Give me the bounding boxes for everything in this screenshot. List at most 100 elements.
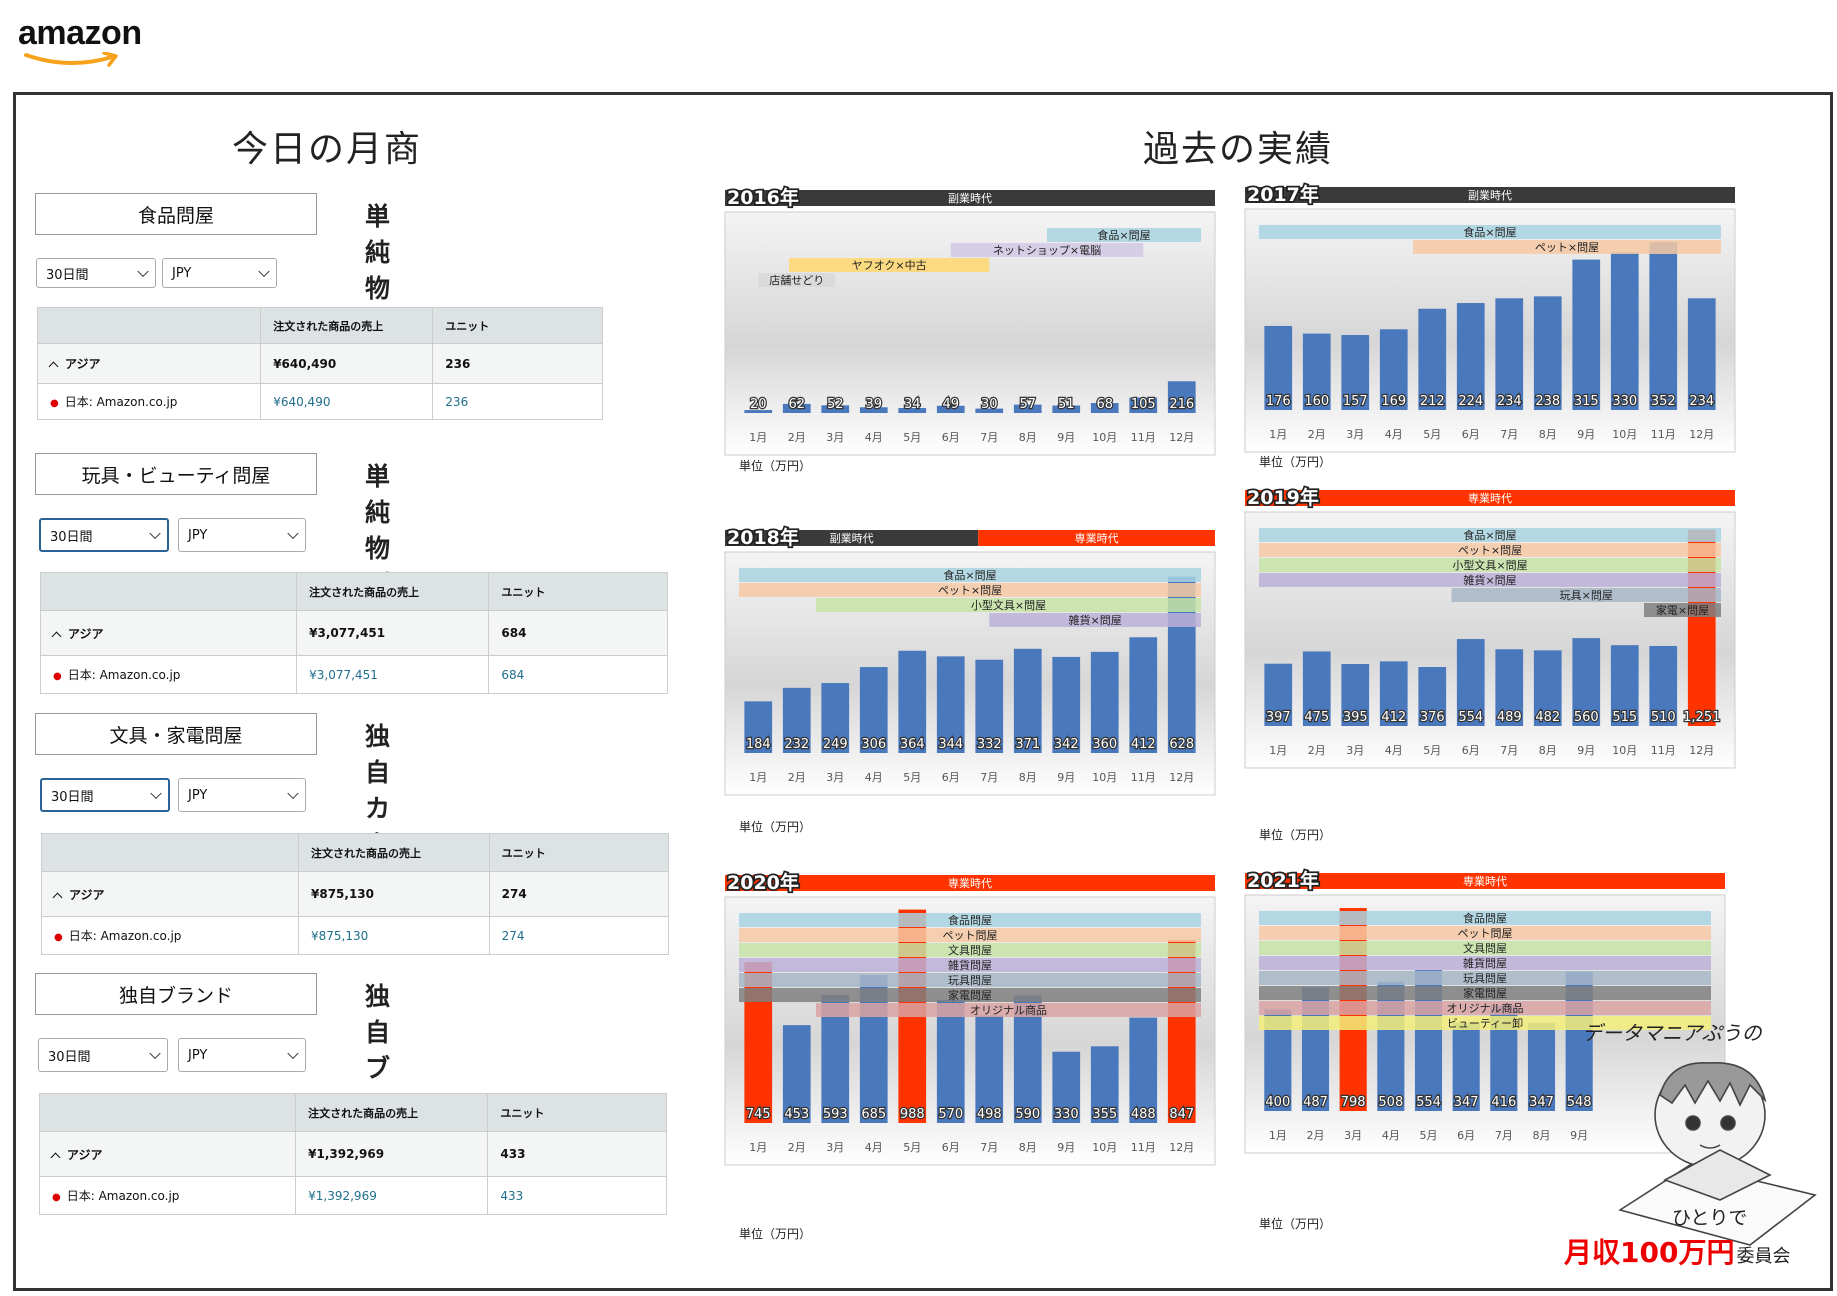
bar-value-label: 847 [1169,1107,1194,1122]
marketplace-units[interactable]: 433 [487,1176,667,1215]
x-tick-label: 2月 [788,431,806,444]
currency-select[interactable]: JPY [178,778,306,812]
chevron-down-icon [149,1047,161,1060]
currency-select[interactable]: JPY [178,518,306,552]
bar-value-label: 352 [1651,394,1676,409]
store-name-box: 文具・家電問屋 [35,713,317,755]
table-row-region[interactable]: アジア ¥640,490 236 [36,343,603,384]
x-tick-label: 7月 [1495,1129,1513,1142]
region-sales: ¥3,077,451 [296,610,490,656]
period-select[interactable]: 30日間 [38,1038,168,1072]
bar [936,656,965,753]
bar [1052,1051,1081,1123]
ribbon-label: ヤフオク×中古 [852,259,927,272]
ribbon-label: 雑貨問屋 [1463,956,1507,970]
bar [1341,335,1370,410]
caret-up-icon[interactable] [51,631,62,641]
category-ribbon [1259,941,1711,955]
header-units: ユニット [432,307,603,344]
ribbon-label: 雑貨×問屋 [1463,573,1516,587]
region-sales: ¥1,392,969 [295,1131,489,1177]
marketplace-units[interactable]: 274 [488,916,670,955]
marketplace-sales[interactable]: ¥3,077,451 [296,655,490,694]
category-ribbon [1451,588,1721,602]
table-row-region[interactable]: アジア ¥875,130 274 [41,871,670,917]
ribbon-label: 小型文具×問屋 [1452,558,1527,572]
bar-value-label: 224 [1458,394,1483,409]
x-tick-label: 12月 [1169,771,1194,784]
x-tick-label: 6月 [942,431,960,444]
caret-up-icon[interactable] [48,361,59,372]
chevron-down-icon [137,265,149,278]
region-sales: ¥640,490 [260,343,434,384]
caret-up-icon[interactable] [52,892,63,902]
bar-value-label: 212 [1420,394,1445,409]
bar [1052,405,1081,413]
period-select[interactable]: 30日間 [39,518,169,552]
chevron-down-icon [150,787,162,800]
bar [782,687,811,753]
bar [1379,329,1408,410]
bar-value-label: 160 [1304,394,1329,409]
marketplace-sales[interactable]: ¥1,392,969 [295,1176,489,1215]
bar [821,405,850,413]
ribbon-label: 店舗せどり [769,273,824,287]
mascot-slogan-main: 月収100万円 [1564,1236,1735,1269]
bar [821,683,850,753]
category-ribbon [1047,228,1201,242]
category-ribbon [1259,225,1721,239]
marketplace-units[interactable]: 236 [432,383,603,420]
region-cell[interactable]: アジア [36,343,262,384]
select-value: JPY [172,265,192,281]
select-value: 30日間 [46,267,89,283]
x-tick-label: 8月 [1539,428,1557,441]
ribbon-label: 玩具問屋 [948,974,992,987]
category-ribbon [739,958,1201,972]
x-tick-label: 1月 [749,1141,767,1154]
period-select[interactable]: 30日間 [36,258,156,288]
caret-up-icon[interactable] [50,1152,61,1162]
table-row-marketplace: ● 日本: Amazon.co.jp ¥1,392,969 433 [38,1176,667,1215]
era-band [978,530,1215,546]
x-tick-label: 10月 [1092,771,1117,784]
currency-select[interactable]: JPY [162,258,277,288]
select-value: 30日間 [51,789,94,805]
year-chart: 専業時代 2020年 745 453 593 685 988 570 498 590 330 355 4… [724,869,1216,1205]
region-label: アジア [67,1147,103,1162]
region-cell[interactable]: アジア [38,1131,297,1177]
marketplace-sales[interactable]: ¥875,130 [298,916,490,955]
x-tick-label: 8月 [1533,1129,1551,1142]
x-tick-label: 12月 [1169,431,1194,444]
category-ribbon [1259,543,1721,557]
bar [975,1015,1004,1123]
bar-chart-svg: 副業時代 2017年 176 160 157 169 212 224 234 238 315 330 3… [1244,181,1736,453]
bar-value-label: 68 [1096,397,1113,412]
marketplace-label: 日本: Amazon.co.jp [68,929,182,943]
bar [1456,639,1485,726]
bar [782,1025,811,1123]
table-row-region[interactable]: アジア ¥1,392,969 433 [38,1131,667,1177]
bar-value-label: 176 [1266,394,1291,409]
category-ribbon [1259,971,1711,985]
region-cell[interactable]: アジア [39,610,298,656]
bar-value-label: 344 [938,737,963,752]
bar-value-label: 347 [1454,1095,1479,1110]
currency-select[interactable]: JPY [178,1038,306,1072]
marketplace-units[interactable]: 684 [488,655,668,694]
category-ribbon [739,973,1201,987]
marketplace-label: 日本: Amazon.co.jp [66,1189,180,1203]
period-select[interactable]: 30日間 [40,778,170,812]
x-tick-label: 12月 [1689,744,1714,757]
red-dot-icon: ● [54,932,63,943]
year-chart: 専業時代 2021年 400 487 798 508 554 347 416 347 548 食品問屋… [1244,867,1726,1193]
bar-chart-svg: 専業時代 2021年 400 487 798 508 554 347 416 347 548 食品問屋… [1244,867,1726,1154]
bar [936,999,965,1123]
marketplace-sales[interactable]: ¥640,490 [260,383,434,420]
mascot-caption: データマニアぷうの [1582,1017,1762,1046]
bar-value-label: 548 [1567,1095,1592,1110]
x-tick-label: 9月 [1057,431,1075,444]
region-cell[interactable]: アジア [41,871,299,917]
table-row-region[interactable]: アジア ¥3,077,451 684 [39,610,668,656]
x-tick-label: 11月 [1131,1141,1156,1154]
x-tick-label: 11月 [1131,771,1156,784]
